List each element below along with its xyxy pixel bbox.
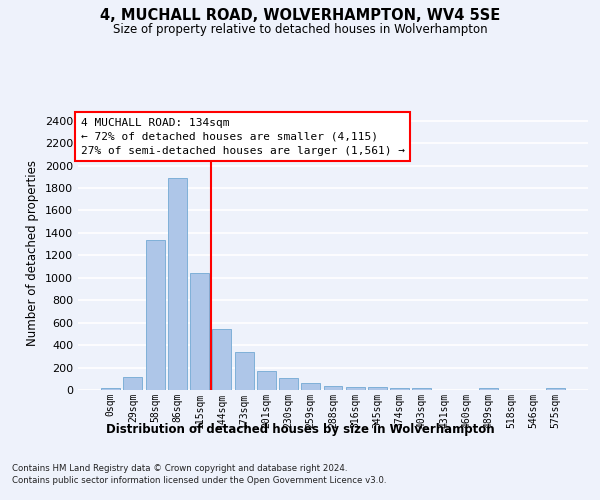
Bar <box>235 352 254 390</box>
Text: Contains HM Land Registry data © Crown copyright and database right 2024.: Contains HM Land Registry data © Crown c… <box>12 464 347 473</box>
Bar <box>101 388 120 390</box>
Y-axis label: Number of detached properties: Number of detached properties <box>26 160 40 346</box>
Bar <box>212 330 231 390</box>
Bar <box>368 387 387 390</box>
Bar <box>124 376 142 390</box>
Bar <box>279 378 298 390</box>
Bar <box>168 178 187 390</box>
Bar <box>390 388 409 390</box>
Bar <box>346 386 365 390</box>
Bar <box>479 388 498 390</box>
Bar <box>146 240 164 390</box>
Bar <box>412 388 431 390</box>
Text: Distribution of detached houses by size in Wolverhampton: Distribution of detached houses by size … <box>106 422 494 436</box>
Bar <box>323 386 343 390</box>
Bar <box>301 384 320 390</box>
Text: 4 MUCHALL ROAD: 134sqm
← 72% of detached houses are smaller (4,115)
27% of semi-: 4 MUCHALL ROAD: 134sqm ← 72% of detached… <box>80 118 404 156</box>
Text: Size of property relative to detached houses in Wolverhampton: Size of property relative to detached ho… <box>113 22 487 36</box>
Text: 4, MUCHALL ROAD, WOLVERHAMPTON, WV4 5SE: 4, MUCHALL ROAD, WOLVERHAMPTON, WV4 5SE <box>100 8 500 22</box>
Bar <box>190 274 209 390</box>
Text: Contains public sector information licensed under the Open Government Licence v3: Contains public sector information licen… <box>12 476 386 485</box>
Bar <box>546 388 565 390</box>
Bar <box>257 371 276 390</box>
